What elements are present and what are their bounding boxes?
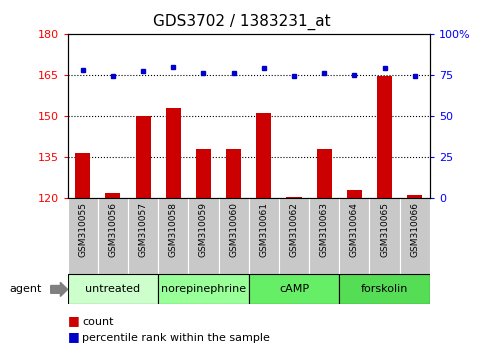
Bar	[98, 198, 128, 274]
Text: cAMP: cAMP	[279, 284, 309, 295]
Text: norepinephrine: norepinephrine	[161, 284, 246, 295]
Text: GDS3702 / 1383231_at: GDS3702 / 1383231_at	[153, 14, 330, 30]
Bar	[279, 198, 309, 274]
Bar	[347, 190, 362, 198]
Bar	[369, 198, 400, 274]
Bar	[339, 274, 430, 304]
Bar	[256, 113, 271, 198]
Text: GSM310065: GSM310065	[380, 202, 389, 257]
Text: count: count	[82, 318, 114, 327]
Text: GSM310059: GSM310059	[199, 202, 208, 257]
Text: GSM310058: GSM310058	[169, 202, 178, 257]
Bar	[400, 198, 430, 274]
Text: forskolin: forskolin	[361, 284, 408, 295]
Bar	[249, 198, 279, 274]
Text: GSM310056: GSM310056	[108, 202, 117, 257]
Text: GSM310061: GSM310061	[259, 202, 269, 257]
Bar	[105, 193, 120, 198]
Bar	[166, 108, 181, 198]
Bar	[219, 198, 249, 274]
Bar	[68, 198, 98, 274]
Text: GSM310062: GSM310062	[289, 202, 298, 257]
Bar	[158, 198, 188, 274]
Text: GSM310066: GSM310066	[410, 202, 419, 257]
Text: ■: ■	[68, 330, 79, 343]
Bar	[196, 149, 211, 198]
Text: GSM310060: GSM310060	[229, 202, 238, 257]
Bar	[128, 198, 158, 274]
Bar	[339, 198, 369, 274]
Bar	[75, 153, 90, 198]
Bar	[136, 116, 151, 198]
Text: GSM310057: GSM310057	[139, 202, 148, 257]
Text: GSM310063: GSM310063	[320, 202, 329, 257]
Bar	[317, 149, 332, 198]
Bar	[309, 198, 339, 274]
Text: untreated: untreated	[85, 284, 141, 295]
Bar	[286, 197, 301, 198]
Bar	[68, 274, 158, 304]
Bar	[188, 198, 219, 274]
Text: agent: agent	[10, 284, 42, 295]
Bar	[158, 274, 249, 304]
Text: GSM310055: GSM310055	[78, 202, 87, 257]
Bar	[249, 274, 339, 304]
Bar	[226, 149, 241, 198]
Text: ■: ■	[68, 314, 79, 327]
Text: percentile rank within the sample: percentile rank within the sample	[82, 333, 270, 343]
Bar	[377, 76, 392, 198]
Bar	[407, 195, 422, 198]
Text: GSM310064: GSM310064	[350, 202, 359, 257]
